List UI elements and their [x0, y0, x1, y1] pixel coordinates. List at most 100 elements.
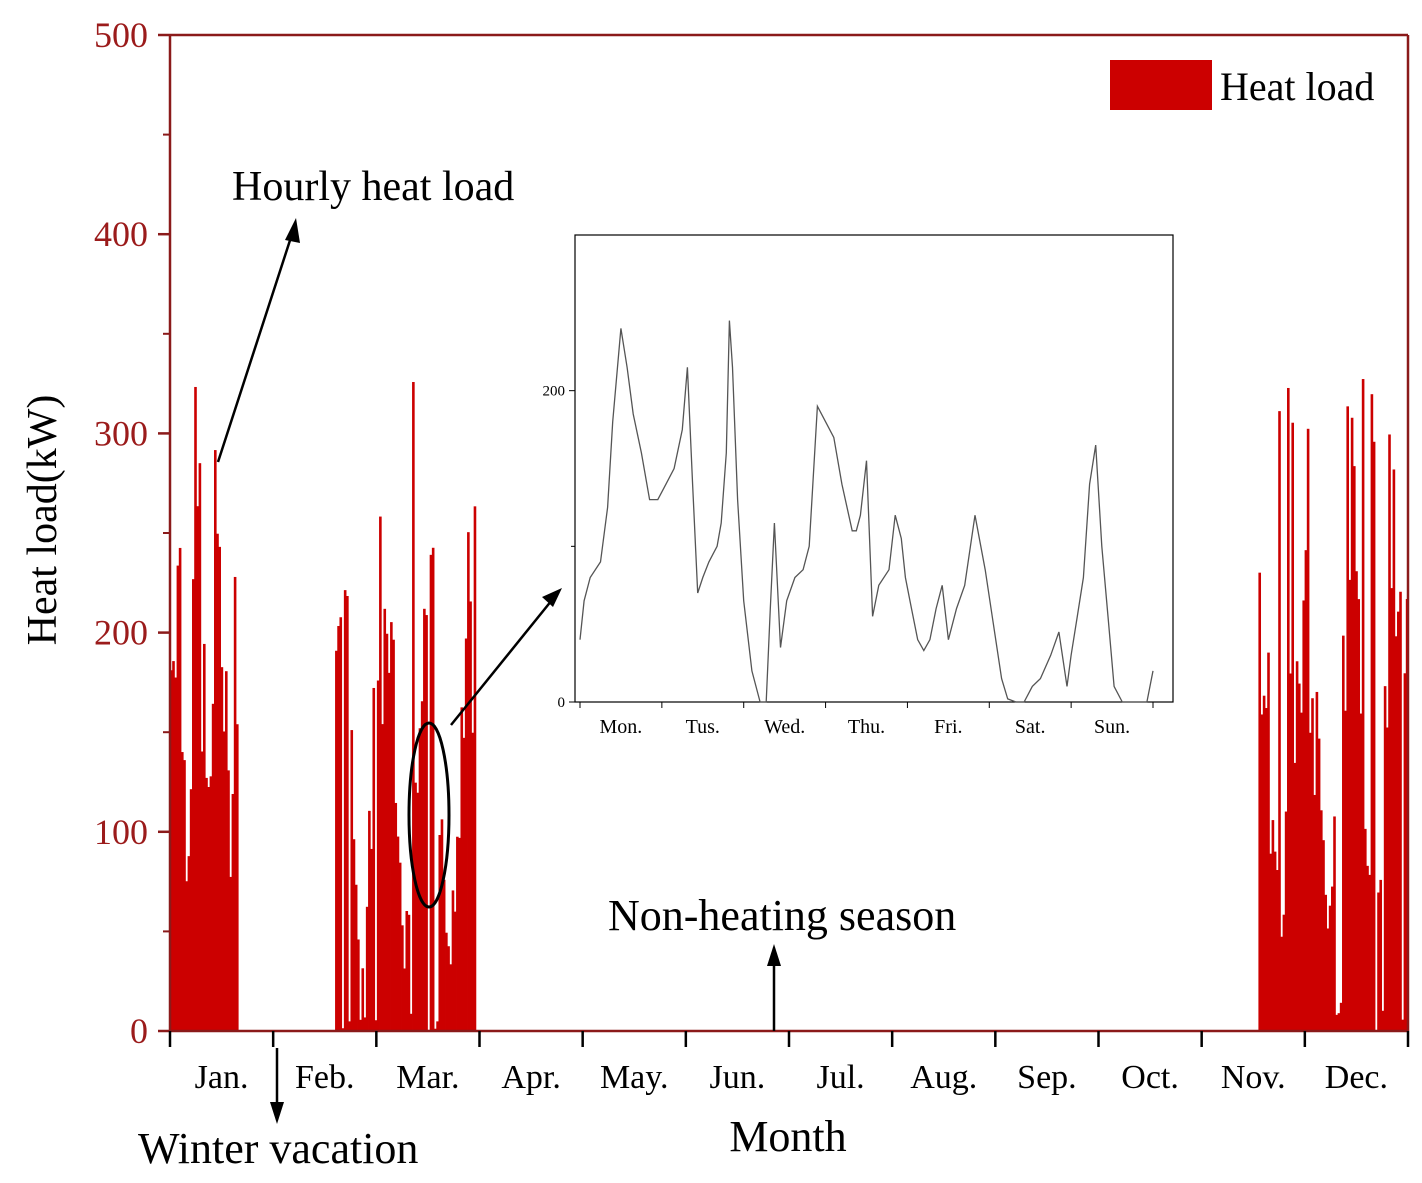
heat-load-bar-2-36 — [1337, 1013, 1341, 1031]
heat-load-bar-1-31 — [403, 968, 406, 1031]
heat-load-bar-1-58 — [462, 737, 466, 1031]
x-tick-label-9: Oct. — [1121, 1059, 1179, 1096]
heat-load-bar-1-20 — [379, 516, 382, 1031]
heat-load-bar-0-18 — [209, 776, 213, 1031]
heat-load-bar-2-7 — [1273, 851, 1277, 1031]
heat-load-bar-2-48 — [1364, 828, 1367, 1031]
heat-load-bar-1-57 — [460, 707, 464, 1031]
inset-background — [574, 234, 1174, 703]
heat-load-bar-1-61 — [469, 601, 472, 1031]
zoom-arrow-line — [450, 599, 553, 726]
heat-load-bar-1-12 — [361, 968, 365, 1031]
heat-load-bar-2-32 — [1328, 905, 1332, 1031]
heat-load-bar-0-30 — [236, 724, 239, 1031]
heat-load-bar-2-5 — [1269, 853, 1273, 1031]
heat-load-bar-0-14 — [200, 751, 204, 1031]
heat-load-bar-2-18 — [1298, 683, 1301, 1031]
heat-load-bar-0-21 — [216, 533, 219, 1031]
heat-load-bar-0-2 — [174, 677, 177, 1031]
inset-x-tick-label-2: Wed. — [764, 716, 805, 738]
heat-load-bar-0-23 — [220, 667, 224, 1031]
heat-load-bar-0-12 — [196, 506, 199, 1031]
heat-load-bar-2-59 — [1388, 434, 1391, 1031]
inset-y-tick-label-0: 0 — [558, 695, 566, 711]
heat-load-bar-2-13 — [1287, 387, 1290, 1032]
heat-load-bar-1-38 — [418, 728, 422, 1031]
heat-load-bar-1-25 — [390, 622, 393, 1031]
heat-load-bar-2-34 — [1333, 816, 1336, 1031]
non-heating-season-annotation: Non-heating season — [608, 891, 956, 940]
heat-load-bar-0-7 — [185, 881, 188, 1031]
heat-load-bar-2-0 — [1258, 572, 1262, 1031]
heat-load-bar-1-37 — [416, 792, 420, 1031]
heat-load-bar-2-58 — [1386, 727, 1389, 1031]
heat-load-bar-2-47 — [1361, 379, 1365, 1031]
heat-load-bar-0-5 — [181, 752, 184, 1031]
heat-load-bar-2-62 — [1394, 636, 1398, 1031]
heat-load-bar-0-1 — [172, 661, 175, 1031]
heat-load-bar-2-57 — [1383, 686, 1387, 1031]
winter-vacation-annotation: Winter vacation — [138, 1124, 418, 1173]
x-tick-label-6: Jul. — [816, 1059, 864, 1096]
x-tick-label-3: Apr. — [501, 1059, 561, 1096]
heat-load-bar-2-49 — [1366, 865, 1369, 1031]
heat-load-bar-2-42 — [1350, 417, 1354, 1031]
heat-load-bar-1-53 — [451, 890, 455, 1031]
heat-load-bar-2-37 — [1339, 1002, 1343, 1031]
non-heating-arrow-head — [767, 944, 781, 966]
heat-load-bar-1-51 — [447, 946, 450, 1031]
heat-load-bar-2-6 — [1271, 820, 1275, 1031]
y-tick-label-5: 500 — [94, 15, 148, 55]
y-axis-ticks: 0 100 200 300 400 500 — [94, 15, 170, 1051]
heat-load-bar-2-4 — [1267, 652, 1270, 1031]
heat-load-bar-0-10 — [192, 579, 195, 1031]
x-tick-label-11: Dec. — [1325, 1059, 1388, 1096]
heat-load-bar-1-49 — [442, 879, 446, 1031]
heat-load-bar-1-35 — [412, 382, 415, 1032]
heat-load-bar-1-19 — [376, 680, 380, 1031]
heat-load-bar-0-29 — [233, 576, 237, 1031]
heat-load-bar-0-20 — [214, 450, 217, 1031]
heat-load-bar-1-27 — [394, 802, 398, 1031]
heat-load-bar-2-55 — [1379, 879, 1383, 1031]
heat-load-bar-1-2 — [339, 617, 343, 1031]
zoom-ellipse — [407, 721, 451, 909]
y-tick-label-4: 400 — [94, 214, 148, 254]
inset-y-tick-label-1: 200 — [543, 384, 566, 400]
heat-load-bar-2-16 — [1293, 762, 1297, 1031]
heat-load-bar-2-19 — [1300, 712, 1303, 1031]
x-tick-label-7: Aug. — [910, 1059, 977, 1096]
x-tick-label-1: Feb. — [295, 1059, 355, 1096]
heat-load-bar-1-32 — [405, 911, 409, 1031]
hourly-arrow-line — [216, 227, 296, 463]
heat-load-bar-1-52 — [449, 964, 453, 1031]
inset-x-tick-label-3: Thu. — [848, 716, 885, 738]
heat-load-bar-2-29 — [1322, 840, 1325, 1031]
y-tick-label-2: 200 — [94, 613, 148, 653]
heat-load-bar-0-17 — [207, 786, 210, 1031]
heat-load-bar-1-4 — [343, 590, 347, 1031]
x-axis-ticks: Jan. Feb. Mar. Apr. May. Jun. Jul. Aug. Sep. Oct.… — [168, 1031, 1410, 1096]
heat-load-bar-0-11 — [194, 386, 197, 1031]
heat-load-bar-1-54 — [453, 911, 457, 1031]
heat-load-bar-2-8 — [1276, 870, 1279, 1031]
heat-load-bar-1-16 — [370, 848, 373, 1031]
inset-x-tick-label-0: Mon. — [600, 716, 643, 738]
heat-load-bar-2-61 — [1392, 469, 1396, 1032]
heat-load-bar-1-36 — [414, 782, 417, 1031]
heat-load-bar-2-38 — [1342, 635, 1345, 1031]
heat-load-bar-1-28 — [396, 836, 400, 1031]
heat-load-bar-1-39 — [420, 701, 424, 1031]
heat-load-bar-0-25 — [225, 671, 228, 1031]
y-tick-label-3: 300 — [94, 413, 148, 453]
heat-load-bar-2-21 — [1304, 550, 1308, 1031]
heat-load-bar-0-22 — [218, 546, 221, 1031]
heat-load-bar-2-20 — [1302, 600, 1306, 1031]
heat-load-bar-1-24 — [387, 672, 391, 1031]
x-tick-label-2: Mar. — [396, 1059, 459, 1096]
heat-load-bar-2-60 — [1390, 588, 1394, 1031]
heat-load-bar-2-56 — [1381, 1010, 1385, 1031]
heat-load-bar-2-35 — [1335, 1014, 1339, 1031]
heat-load-bar-1-63 — [473, 506, 477, 1031]
